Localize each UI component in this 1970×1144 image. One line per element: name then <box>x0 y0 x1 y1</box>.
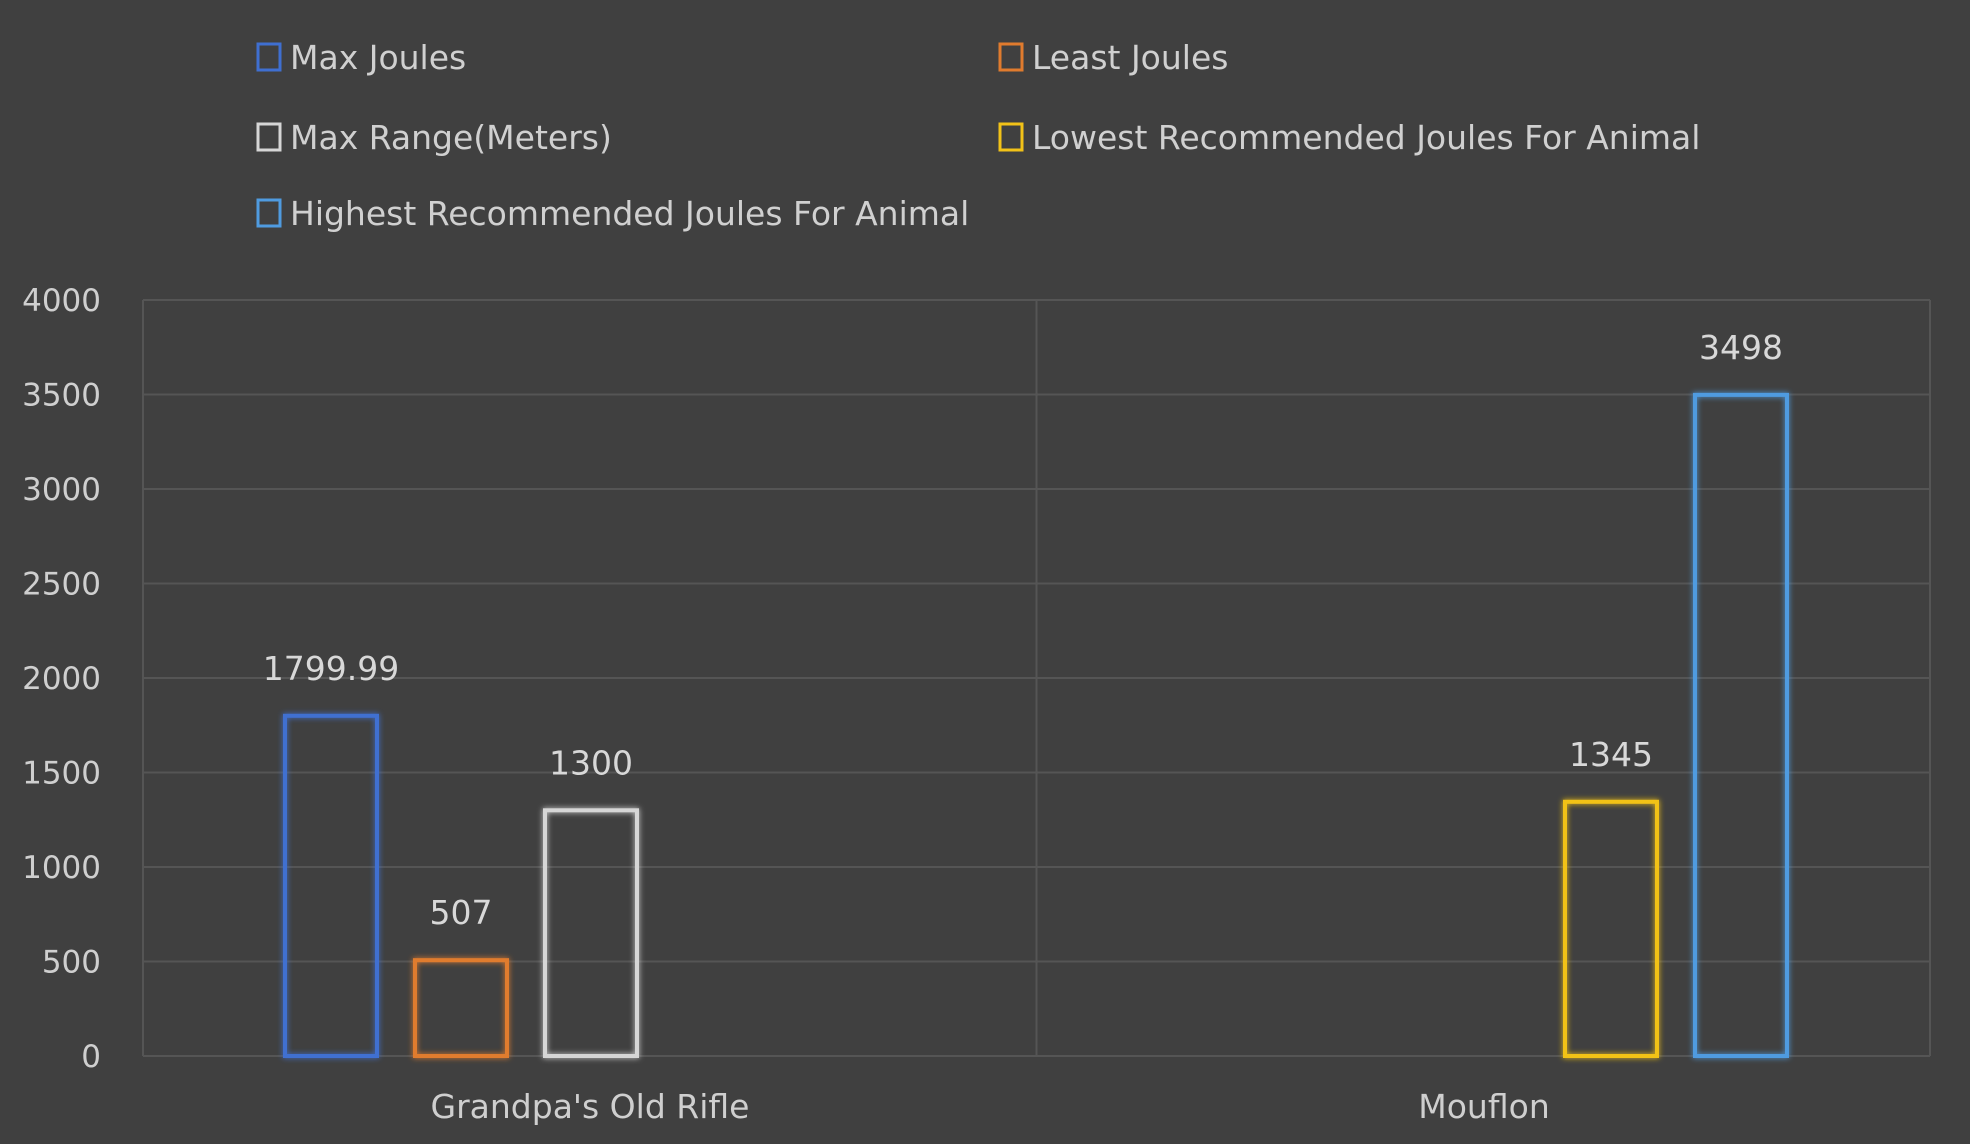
legend-swatch <box>256 122 282 152</box>
bar-4-1 <box>1693 392 1789 1058</box>
y-tick-label: 1000 <box>22 850 101 886</box>
legend-swatch <box>256 198 282 228</box>
axis-layer: 0 500 1000 1500 2000 2500 3000 3500 4000 Grandpa'… <box>22 283 1550 1126</box>
bar-0-0 <box>283 713 379 1058</box>
x-category-label: Mouflon <box>1418 1087 1549 1126</box>
data-label: 507 <box>430 893 493 932</box>
legend-entry: Least Joules <box>1032 38 1228 77</box>
x-category-label: Grandpa's Old Rifle <box>431 1087 750 1126</box>
legend-entry: Lowest Recommended Joules For Animal <box>1032 118 1700 157</box>
bar-3-1 <box>1563 799 1659 1058</box>
grid-layer <box>142 299 1931 1057</box>
y-tick-label: 2000 <box>22 661 101 697</box>
y-tick-label: 3000 <box>22 472 101 508</box>
legend-entry: Max Joules <box>290 38 466 77</box>
y-tick-label: 1500 <box>22 756 101 792</box>
data-label: 1300 <box>549 743 633 782</box>
legend-entry: Max Range(Meters) <box>290 118 612 157</box>
y-tick-label: 3500 <box>22 378 101 414</box>
y-tick-label: 2500 <box>22 567 101 603</box>
legend-swatch <box>998 122 1024 152</box>
legend-entry: Highest Recommended Joules For Animal <box>290 194 969 233</box>
data-label: 1799.99 <box>263 649 399 688</box>
y-tick-label: 500 <box>42 945 101 981</box>
bar-1-0 <box>413 958 509 1058</box>
legend-swatch <box>256 42 282 72</box>
data-label: 3498 <box>1699 328 1783 367</box>
y-tick-label: 0 <box>81 1039 101 1075</box>
bar-2-0 <box>543 808 639 1058</box>
legend-layer: Max Joules Least Joules Max Range(Meters) L… <box>256 38 1700 233</box>
bar-layer: 1799.99 507 1300 1345 3498 <box>263 328 1789 1058</box>
data-label: 1345 <box>1569 735 1653 774</box>
legend-swatch <box>998 42 1024 72</box>
y-tick-label: 4000 <box>22 283 101 319</box>
